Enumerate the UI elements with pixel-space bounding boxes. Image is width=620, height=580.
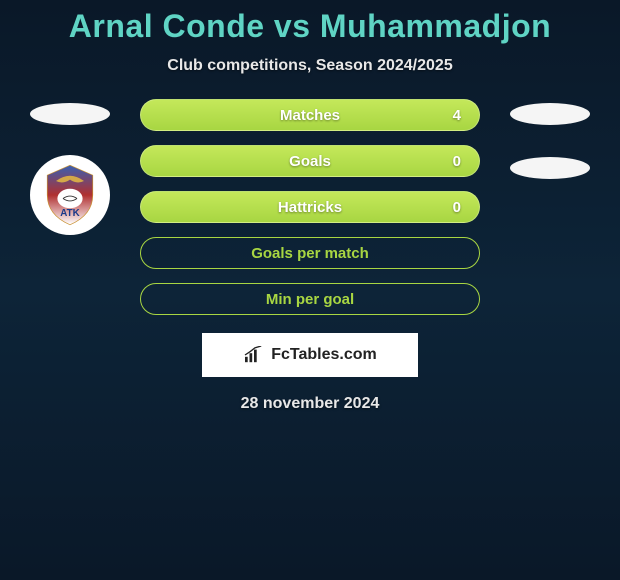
- player-photo-placeholder-left: [30, 103, 110, 125]
- player-photo-placeholder-right-2: [510, 157, 590, 179]
- stat-bar-goals: Goals 0: [140, 145, 480, 177]
- badge-text: ATK: [60, 208, 79, 219]
- subtitle: Club competitions, Season 2024/2025: [167, 57, 452, 75]
- club-badge-left: ATK: [30, 155, 110, 235]
- stat-value: 4: [453, 107, 461, 124]
- shield-icon: ATK: [35, 160, 105, 230]
- stat-bar-goals-per-match: Goals per match: [140, 237, 480, 269]
- main-area: ATK Matches 4 Goals 0 Hattricks 0 Goals …: [0, 99, 620, 315]
- stats-column: Matches 4 Goals 0 Hattricks 0 Goals per …: [140, 99, 480, 315]
- left-player-col: ATK: [20, 99, 120, 235]
- stat-bar-matches: Matches 4: [140, 99, 480, 131]
- brand-box[interactable]: FcTables.com: [202, 333, 418, 377]
- stat-label: Goals per match: [141, 245, 479, 262]
- chart-icon: [243, 346, 265, 364]
- stat-bar-min-per-goal: Min per goal: [140, 283, 480, 315]
- brand-text: FcTables.com: [271, 346, 377, 364]
- stat-label: Min per goal: [141, 291, 479, 308]
- date-label: 28 november 2024: [241, 395, 380, 413]
- stat-label: Hattricks: [141, 199, 479, 216]
- stat-label: Matches: [141, 107, 479, 124]
- stat-label: Goals: [141, 153, 479, 170]
- stat-value: 0: [453, 153, 461, 170]
- page-title: Arnal Conde vs Muhammadjon: [69, 8, 551, 45]
- comparison-card: Arnal Conde vs Muhammadjon Club competit…: [0, 0, 620, 413]
- player-photo-placeholder-right-1: [510, 103, 590, 125]
- right-player-col: [500, 99, 600, 179]
- stat-bar-hattricks: Hattricks 0: [140, 191, 480, 223]
- stat-value: 0: [453, 199, 461, 216]
